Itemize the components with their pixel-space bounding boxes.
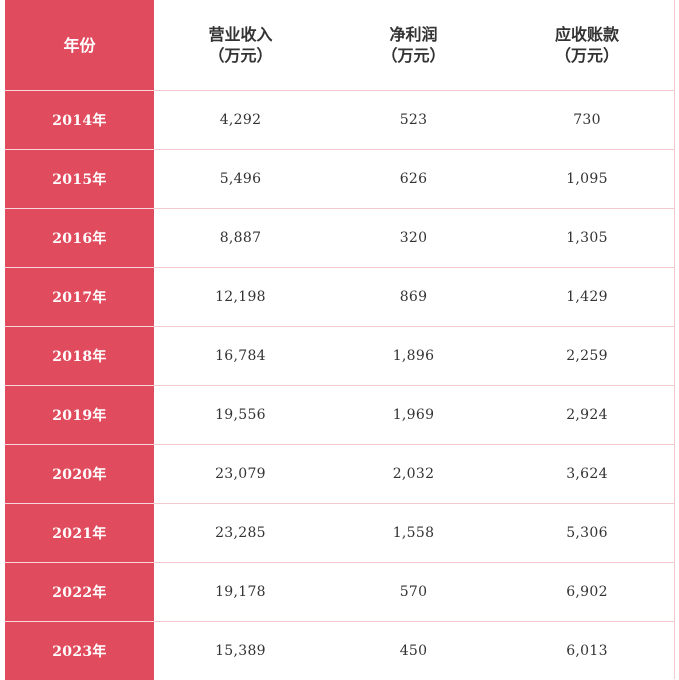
cell-revenue: 23,285	[154, 504, 327, 563]
cell-revenue: 15,389	[154, 622, 327, 680]
header-year-label: 年份	[5, 35, 154, 56]
cell-receivables: 6,902	[500, 563, 674, 622]
cell-year: 2017年	[5, 268, 154, 327]
cell-net-profit: 869	[327, 268, 500, 327]
cell-year: 2015年	[5, 150, 154, 209]
cell-net-profit: 320	[327, 209, 500, 268]
cell-year: 2023年	[5, 622, 154, 680]
table-right-border	[674, 0, 675, 679]
cell-net-profit: 523	[327, 91, 500, 150]
cell-revenue: 19,178	[154, 563, 327, 622]
cell-receivables: 1,095	[500, 150, 674, 209]
cell-receivables: 1,305	[500, 209, 674, 268]
cell-revenue: 16,784	[154, 327, 327, 386]
cell-receivables: 5,306	[500, 504, 674, 563]
header-receivables-label: 应收账款	[500, 24, 674, 45]
cell-revenue: 4,292	[154, 91, 327, 150]
cell-net-profit: 2,032	[327, 445, 500, 504]
header-revenue-label: 营业收入	[154, 24, 327, 45]
header-revenue: 营业收入 （万元）	[154, 0, 327, 91]
cell-year: 2021年	[5, 504, 154, 563]
cell-revenue: 23,079	[154, 445, 327, 504]
cell-receivables: 1,429	[500, 268, 674, 327]
cell-year: 2018年	[5, 327, 154, 386]
header-receivables: 应收账款 （万元）	[500, 0, 674, 91]
cell-revenue: 8,887	[154, 209, 327, 268]
cell-year: 2022年	[5, 563, 154, 622]
header-net-profit: 净利润 （万元）	[327, 0, 500, 91]
header-net-profit-unit: （万元）	[327, 45, 500, 66]
cell-net-profit: 1,969	[327, 386, 500, 445]
cell-year: 2020年	[5, 445, 154, 504]
cell-receivables: 2,924	[500, 386, 674, 445]
cell-revenue: 5,496	[154, 150, 327, 209]
cell-receivables: 730	[500, 91, 674, 150]
cell-year: 2014年	[5, 91, 154, 150]
cell-receivables: 3,624	[500, 445, 674, 504]
cell-net-profit: 1,896	[327, 327, 500, 386]
cell-net-profit: 450	[327, 622, 500, 680]
cell-receivables: 6,013	[500, 622, 674, 680]
header-year: 年份	[5, 0, 154, 91]
header-row: 年份 营业收入 （万元） 净利润 （万元） 应收账款 （万元）	[5, 0, 674, 91]
cell-year: 2016年	[5, 209, 154, 268]
cell-net-profit: 570	[327, 563, 500, 622]
header-revenue-unit: （万元）	[154, 45, 327, 66]
cell-revenue: 12,198	[154, 268, 327, 327]
cell-receivables: 2,259	[500, 327, 674, 386]
table-header: 年份 营业收入 （万元） 净利润 （万元） 应收账款 （万元）	[5, 0, 674, 91]
cell-revenue: 19,556	[154, 386, 327, 445]
header-net-profit-label: 净利润	[327, 24, 500, 45]
cell-net-profit: 626	[327, 150, 500, 209]
header-receivables-unit: （万元）	[500, 45, 674, 66]
cell-net-profit: 1,558	[327, 504, 500, 563]
cell-year: 2019年	[5, 386, 154, 445]
